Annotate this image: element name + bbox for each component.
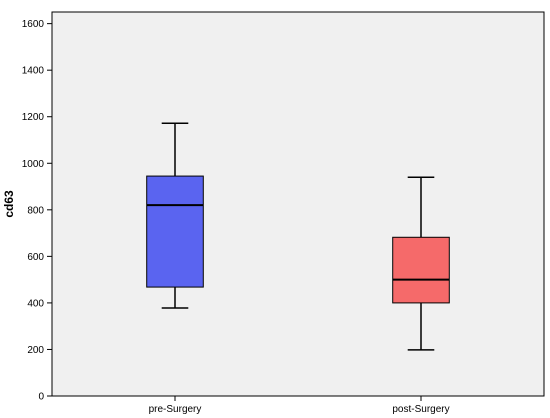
- y-tick-label: 0: [38, 392, 44, 403]
- y-tick-label: 1200: [22, 112, 45, 123]
- box-group: [146, 122, 204, 309]
- x-tick-label: pre-Surgery: [149, 404, 202, 415]
- box-series: [146, 122, 450, 351]
- box-iqr: [146, 175, 204, 288]
- y-tick-label: 1600: [22, 19, 45, 30]
- y-tick-label: 200: [27, 345, 44, 356]
- box-group: [392, 176, 450, 351]
- plot-area: [51, 11, 545, 397]
- box-iqr: [392, 236, 450, 304]
- y-tick-label: 400: [27, 298, 44, 309]
- x-tick-label: post-Surgery: [392, 404, 449, 415]
- y-tick-label: 1400: [22, 66, 45, 77]
- y-tick-label: 1000: [22, 159, 45, 170]
- y-tick-label: 600: [27, 252, 44, 263]
- y-axis: 0 200 400 600 800 1000 1200 1400 1600: [22, 19, 52, 403]
- x-axis: pre-Surgery post-Surgery: [149, 396, 450, 415]
- y-tick-label: 800: [27, 205, 44, 216]
- y-axis-title: cd63: [2, 190, 16, 218]
